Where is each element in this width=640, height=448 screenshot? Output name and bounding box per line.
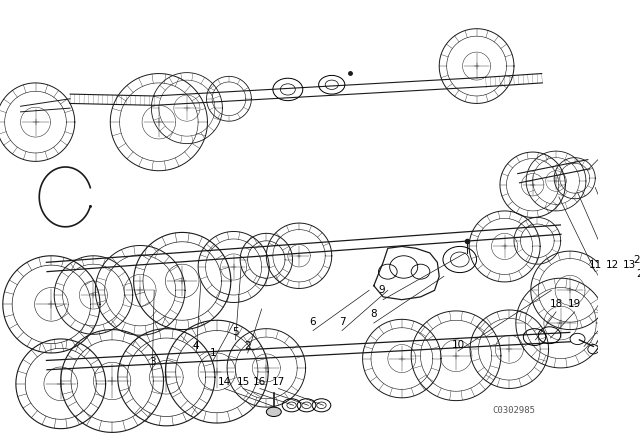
- Ellipse shape: [266, 407, 282, 417]
- Text: C0302985: C0302985: [493, 406, 536, 415]
- Text: 19: 19: [568, 299, 581, 310]
- Text: 8: 8: [371, 309, 377, 319]
- Text: 20: 20: [636, 269, 640, 280]
- Text: 13: 13: [623, 260, 636, 270]
- Text: 10: 10: [451, 340, 465, 349]
- Text: 7: 7: [339, 317, 346, 327]
- Text: 1: 1: [210, 348, 216, 358]
- Text: 9: 9: [378, 285, 385, 295]
- Text: 16: 16: [253, 377, 266, 387]
- Text: 15: 15: [236, 377, 250, 387]
- Text: 17: 17: [272, 377, 285, 387]
- Text: 11: 11: [589, 260, 602, 270]
- Text: 4: 4: [193, 341, 200, 351]
- Text: 14: 14: [218, 377, 231, 387]
- Text: 21: 21: [634, 254, 640, 264]
- Text: 3: 3: [149, 358, 156, 367]
- Text: 6: 6: [310, 317, 316, 327]
- Text: 5: 5: [232, 327, 239, 337]
- Text: 12: 12: [605, 260, 619, 270]
- Text: 2: 2: [244, 341, 251, 351]
- Text: 18: 18: [549, 299, 563, 310]
